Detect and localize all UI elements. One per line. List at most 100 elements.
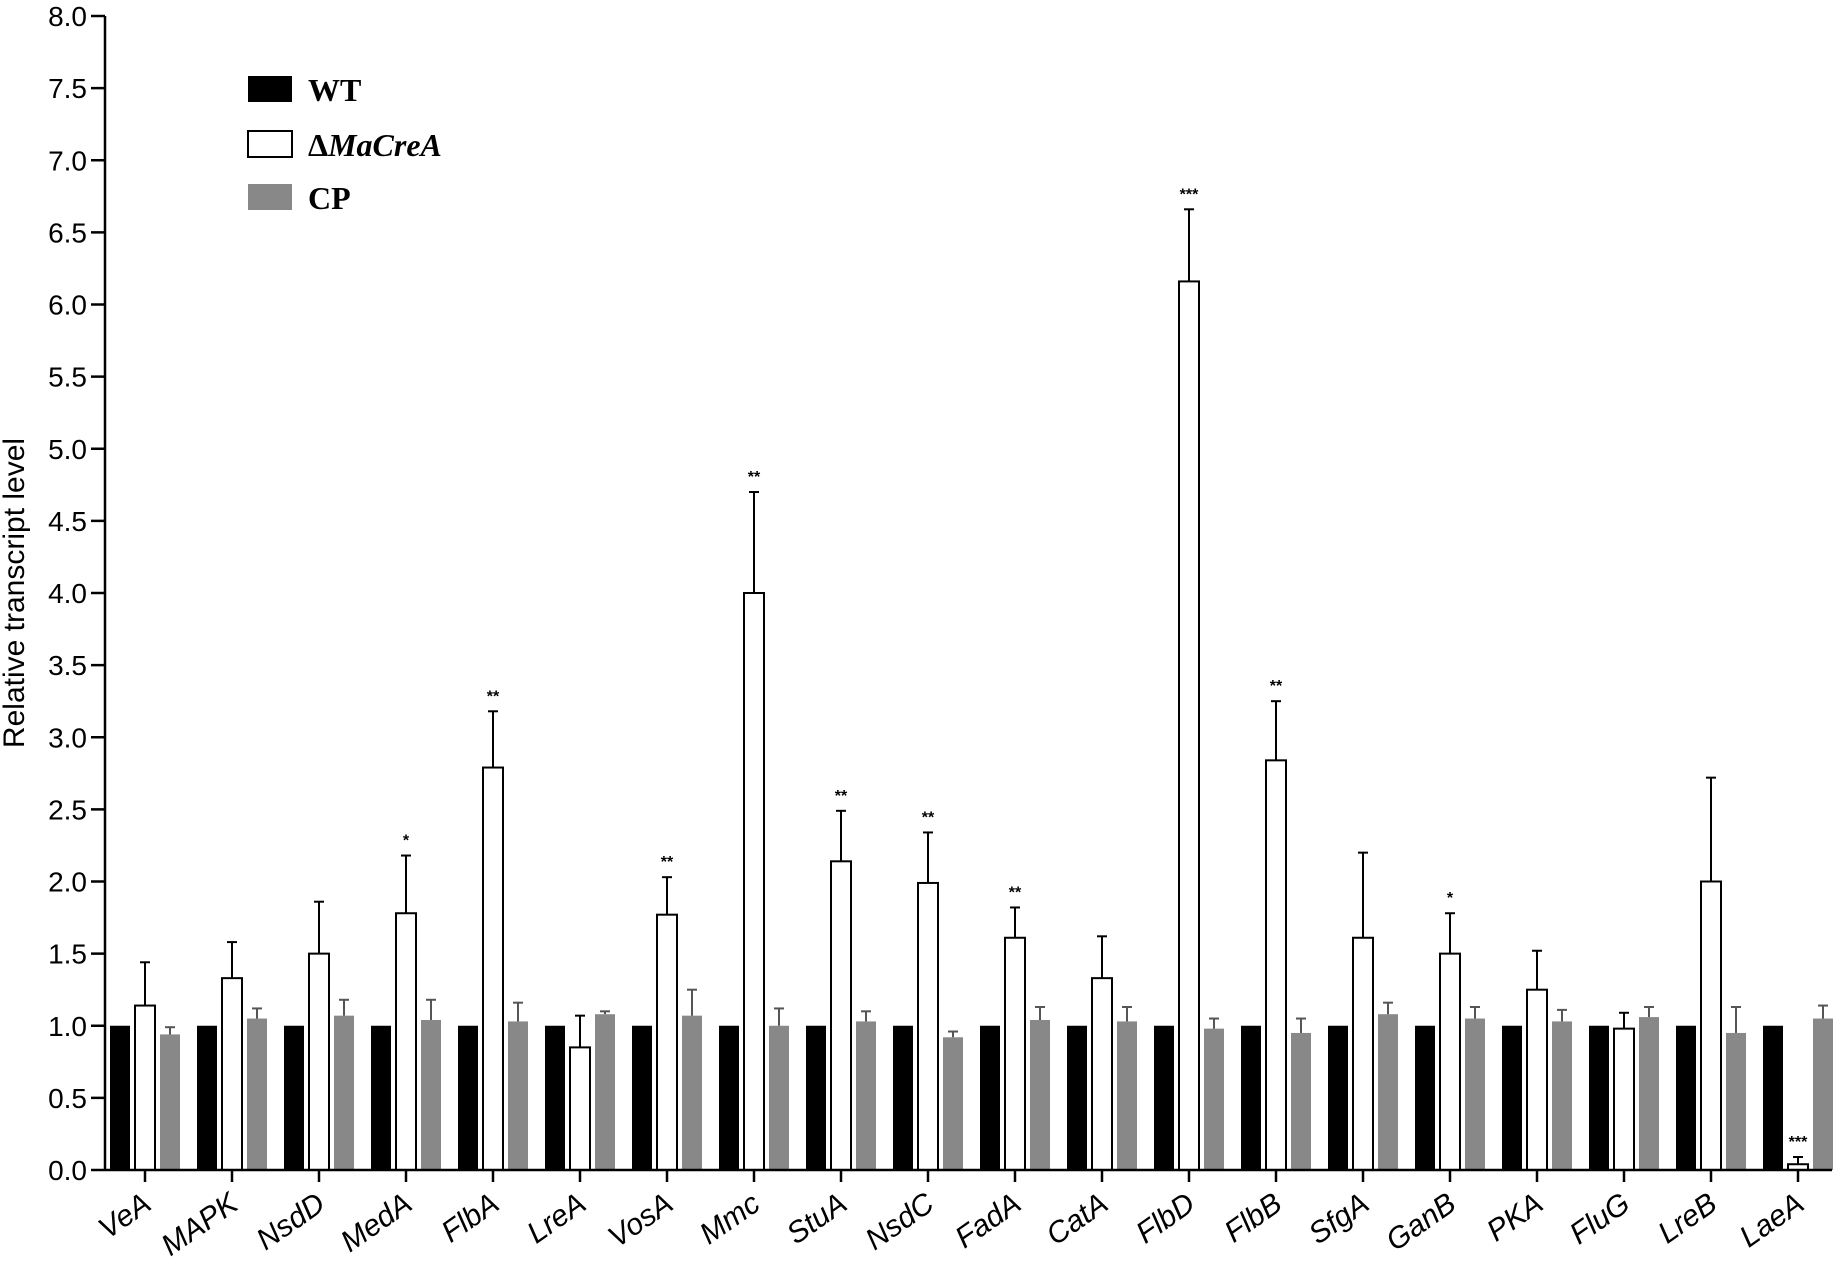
- bar-group-SfgA: [1328, 851, 1398, 1171]
- bar-WT-FlbB: [1241, 1025, 1261, 1170]
- bar-WT-Mmc: [719, 1025, 739, 1170]
- bar-WT-SfgA: [1328, 1025, 1348, 1170]
- bar-group-NsdD: [284, 900, 354, 1171]
- y-tick-label: 3.5: [48, 650, 87, 681]
- bar-group-VeA: [110, 961, 180, 1171]
- bar-WT-LaeA: [1763, 1025, 1783, 1170]
- bar-MaCreA-MedA: [395, 912, 417, 1171]
- y-tick-label: 8.0: [48, 1, 87, 32]
- legend-delta-prefix: Δ: [308, 127, 328, 163]
- bar-group-FadA: **: [980, 884, 1050, 1171]
- x-tick-label-FlbA: FlbA: [436, 1187, 505, 1249]
- bar-WT-VosA: [632, 1025, 652, 1170]
- bar-MaCreA-SfgA: [1352, 936, 1374, 1171]
- x-tick-label-LreA: LreA: [521, 1187, 592, 1250]
- legend-item-MaCreA: ΔMaCreA: [247, 127, 442, 163]
- bar-CP-Mmc: [769, 1025, 789, 1170]
- bar-CP-MedA: [421, 1019, 441, 1170]
- bar-group-StuA: **: [806, 788, 876, 1171]
- bar-CP-CatA: [1117, 1021, 1137, 1170]
- bar-WT-NsdD: [284, 1025, 304, 1170]
- x-tick-label-VeA: VeA: [93, 1187, 157, 1246]
- bar-group-VosA: **: [632, 854, 702, 1171]
- bar-CP-NsdC: [943, 1037, 963, 1170]
- x-tick-label-NsdC: NsdC: [860, 1187, 941, 1257]
- bar-WT-PKA: [1502, 1025, 1522, 1170]
- bar-MaCreA-LreB: [1700, 880, 1722, 1171]
- bar-WT-LreB: [1676, 1025, 1696, 1170]
- significance-mark-LaeA: ***: [1789, 1134, 1808, 1151]
- bar-MaCreA-FluG: [1613, 1027, 1635, 1172]
- bar-CP-FluG: [1639, 1017, 1659, 1170]
- x-tick-label-MedA: MedA: [335, 1187, 418, 1259]
- bar-WT-FadA: [980, 1025, 1000, 1170]
- bar-MaCreA-NsdC: [917, 881, 939, 1171]
- bar-MaCreA-VosA: [656, 913, 678, 1171]
- bar-CP-FlbD: [1204, 1028, 1224, 1170]
- bar-WT-GanB: [1415, 1025, 1435, 1170]
- bar-WT-NsdC: [893, 1025, 913, 1170]
- bar-group-LaeA: ***: [1763, 1004, 1833, 1171]
- y-axis-label: Relative transcript level: [0, 438, 31, 748]
- significance-mark-NsdC: **: [922, 809, 935, 826]
- bar-CP-LreB: [1726, 1032, 1746, 1170]
- x-tick-label-LreB: LreB: [1652, 1187, 1723, 1250]
- bar-CP-PKA: [1552, 1021, 1572, 1170]
- x-tick-label-PKA: PKA: [1481, 1187, 1549, 1248]
- bar-group-FlbA: **: [458, 688, 528, 1171]
- y-tick-label: 6.5: [48, 217, 87, 248]
- bar-group-LreB: [1676, 776, 1746, 1171]
- legend-series-name: MaCreA: [327, 127, 442, 163]
- y-ticks: 0.0 0.5 1.0 1.5 2.0 2.5 3.0 3.5 4.0 4.5 5.0 5.5 6.0 6…: [48, 1, 105, 1186]
- bar-group-FlbD: ***: [1154, 186, 1224, 1172]
- bar-group-MAPK: [197, 941, 267, 1172]
- y-tick-label: 3.0: [48, 722, 87, 753]
- bar-group-Mmc: **: [719, 469, 789, 1171]
- x-tick-label-FlbD: FlbD: [1130, 1187, 1201, 1250]
- bar-group-FluG: [1589, 1005, 1659, 1172]
- bar-CP-FadA: [1030, 1019, 1050, 1170]
- x-tick-label-GanB: GanB: [1380, 1187, 1462, 1258]
- x-tick-label-StuA: StuA: [781, 1187, 853, 1251]
- bar-MaCreA-MAPK: [221, 977, 243, 1172]
- significance-mark-GanB: *: [1447, 890, 1454, 907]
- bar-groups: **********************: [110, 186, 1833, 1172]
- bar-group-NsdC: **: [893, 809, 963, 1171]
- y-tick-label: 1.5: [48, 939, 87, 970]
- y-tick-label: 4.5: [48, 506, 87, 537]
- bar-MaCreA-FadA: [1004, 936, 1026, 1171]
- bar-CP-LreA: [595, 1014, 615, 1170]
- bar-WT-VeA: [110, 1025, 130, 1170]
- bar-WT-CatA: [1067, 1025, 1087, 1170]
- bar-CP-VosA: [682, 1015, 702, 1170]
- y-tick-label: 1.0: [48, 1011, 87, 1042]
- y-tick-label: 7.5: [48, 73, 87, 104]
- significance-mark-StuA: **: [835, 788, 848, 805]
- y-tick-label: 0.0: [48, 1155, 87, 1186]
- significance-mark-MedA: *: [403, 833, 410, 850]
- bar-CP-VeA: [160, 1034, 180, 1170]
- bar-group-LreA: [545, 1010, 615, 1171]
- y-tick-label: 7.0: [48, 145, 87, 176]
- bar-MaCreA-NsdD: [308, 952, 330, 1171]
- bar-WT-StuA: [806, 1025, 826, 1170]
- significance-mark-FlbD: ***: [1180, 186, 1199, 203]
- x-tick-label-FlbB: FlbB: [1219, 1187, 1288, 1249]
- significance-mark-FadA: **: [1009, 884, 1022, 901]
- bar-MaCreA-GanB: [1439, 952, 1461, 1171]
- y-tick-label: 2.0: [48, 867, 87, 898]
- bar-MaCreA-FlbB: [1265, 759, 1287, 1172]
- x-tick-label-MAPK: MAPK: [155, 1186, 245, 1263]
- bar-MaCreA-FlbA: [482, 766, 504, 1171]
- bar-CP-MAPK: [247, 1018, 267, 1170]
- x-tick-label-VosA: VosA: [602, 1187, 679, 1255]
- legend-item-WT: WT: [248, 72, 361, 108]
- significance-mark-FlbB: **: [1270, 678, 1283, 695]
- x-tick-label-FluG: FluG: [1564, 1187, 1636, 1251]
- y-tick-label: 6.0: [48, 290, 87, 321]
- bar-MaCreA-CatA: [1091, 977, 1113, 1172]
- bar-group-FlbB: **: [1241, 678, 1311, 1172]
- bar-CP-FlbB: [1291, 1032, 1311, 1170]
